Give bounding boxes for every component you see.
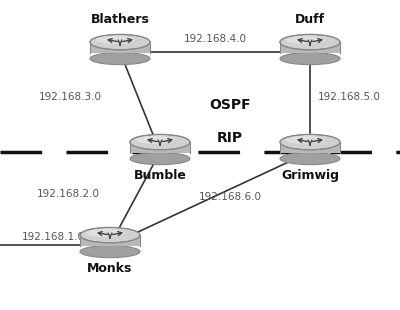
Text: Blathers: Blathers [90,13,150,26]
Ellipse shape [80,228,140,243]
Ellipse shape [90,53,150,65]
Text: Grimwig: Grimwig [281,169,339,182]
Ellipse shape [286,136,325,144]
Polygon shape [280,142,340,153]
Polygon shape [130,142,190,153]
Ellipse shape [136,136,175,144]
Text: Monks: Monks [87,262,133,275]
Polygon shape [80,235,140,246]
Ellipse shape [96,36,135,44]
Polygon shape [90,42,150,53]
Ellipse shape [130,153,190,165]
Ellipse shape [86,229,125,237]
Ellipse shape [80,246,140,258]
Text: 192.168.4.0: 192.168.4.0 [184,34,246,44]
Text: 192.168.5.0: 192.168.5.0 [318,92,381,102]
Ellipse shape [280,135,340,150]
Text: 192.168.1.0: 192.168.1.0 [22,232,85,242]
Text: 192.168.2.0: 192.168.2.0 [37,189,100,199]
Text: Bumble: Bumble [134,169,186,182]
Ellipse shape [130,135,190,150]
Text: RIP: RIP [217,131,243,145]
Text: Duff: Duff [295,13,325,26]
Ellipse shape [286,36,325,44]
Ellipse shape [90,34,150,50]
Text: OSPF: OSPF [209,98,251,112]
Text: 192.168.3.0: 192.168.3.0 [39,92,102,102]
Ellipse shape [280,34,340,50]
Polygon shape [280,42,340,53]
Ellipse shape [280,53,340,65]
Ellipse shape [280,153,340,165]
Text: 192.168.6.0: 192.168.6.0 [198,192,262,202]
